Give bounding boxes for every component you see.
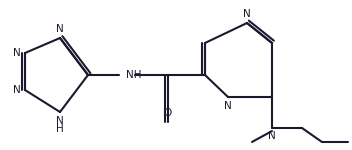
Text: N: N [13, 48, 21, 58]
Text: N: N [13, 85, 21, 95]
Text: O: O [164, 108, 172, 118]
Text: H: H [56, 124, 64, 134]
Text: N: N [268, 131, 276, 141]
Text: N: N [243, 9, 251, 19]
Text: N: N [56, 116, 64, 126]
Text: NH: NH [126, 70, 142, 80]
Text: N: N [224, 101, 232, 111]
Text: N: N [56, 24, 64, 34]
